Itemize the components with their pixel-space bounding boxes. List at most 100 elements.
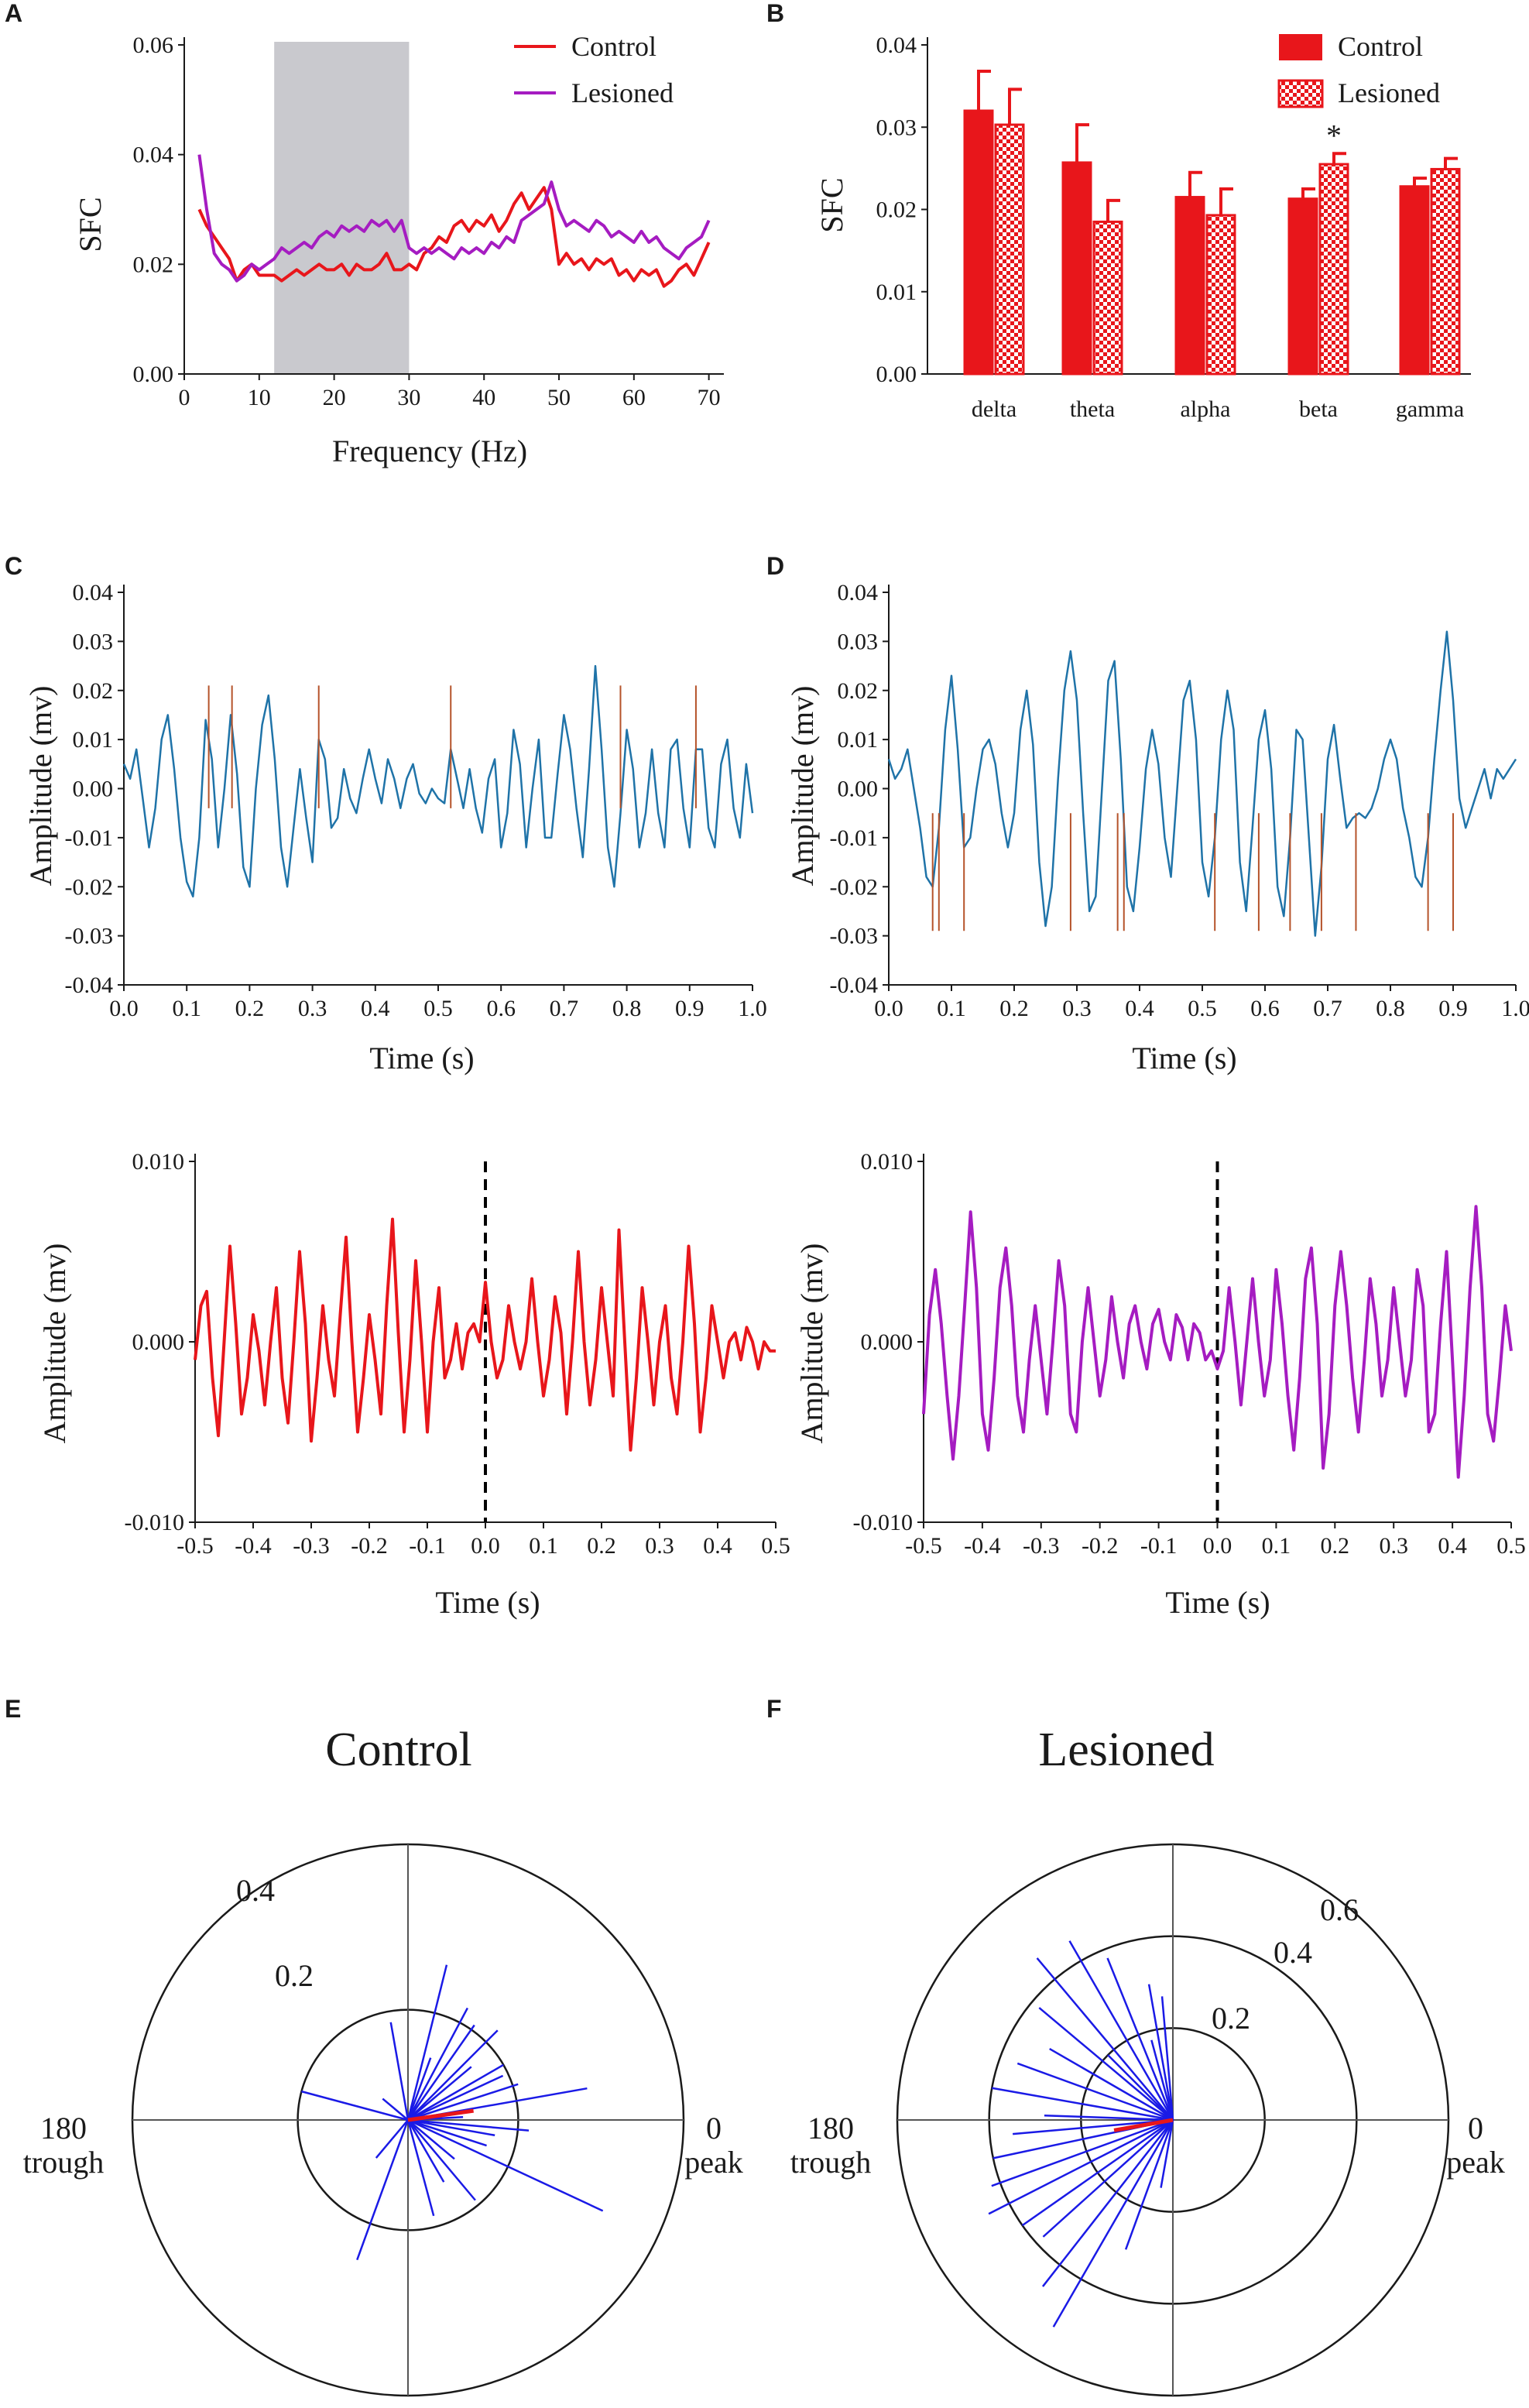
panel-label-a: A <box>5 0 22 27</box>
panel-c-sta-y-axis-label: Amplitude (mv) <box>37 1243 72 1444</box>
phase-vector <box>301 2090 409 2122</box>
y-tick-label: -0.04 <box>65 972 114 998</box>
y-tick-label: 0.010 <box>132 1149 185 1175</box>
panel-e-title: Control <box>325 1724 471 1776</box>
x-tick-label: -0.2 <box>1082 1533 1119 1559</box>
y-tick-label: 0.02 <box>838 678 879 704</box>
phase-vector <box>1049 2047 1174 2122</box>
y-tick-label: 0.000 <box>861 1329 914 1355</box>
x-tick-label: 30 <box>397 385 420 410</box>
panel-f-ring-label-04: 0.4 <box>1274 1935 1312 1970</box>
y-tick-label: 0.06 <box>133 33 174 58</box>
x-tick-label: 10 <box>248 385 271 410</box>
panel-c-x-axis-label: Time (s) <box>369 1041 474 1075</box>
phase-vector <box>407 2066 472 2121</box>
panel-f-angle-trough: trough <box>790 2145 871 2180</box>
phase-vector <box>991 2118 1174 2187</box>
y-tick-label: 0.010 <box>861 1149 914 1175</box>
phase-vector <box>1150 2039 1174 2121</box>
panel-c-plot-area: 0.04 0.03 0.02 0.01 0.00 -0.01 -0.02 -0.03 -0.04… <box>65 580 767 1021</box>
phase-vector <box>992 2087 1174 2122</box>
phase-vector <box>406 2057 432 2121</box>
panel-f-ring-label-06: 0.6 <box>1320 1892 1359 1927</box>
x-tick-label: 0.8 <box>1376 996 1405 1021</box>
panel-e-angle-0: 0 <box>706 2111 722 2146</box>
phase-vector <box>1052 2119 1174 2327</box>
bar-control-gamma <box>1399 185 1430 376</box>
x-tick-label: 0.3 <box>298 996 327 1021</box>
bar-lesioned-theta <box>1092 220 1123 376</box>
panel-b-sfc-bar-chart: 0.00 0.01 0.02 0.03 0.04 delta theta alpha beta g… <box>814 31 1471 422</box>
bar-control-delta <box>963 109 994 376</box>
y-tick-label: 0.00 <box>838 777 879 802</box>
panel-label-e: E <box>5 1695 21 1723</box>
phase-vector <box>382 2098 409 2121</box>
phase-vector <box>407 2083 519 2122</box>
bar-control-alpha <box>1174 196 1205 376</box>
y-tick-label: -0.02 <box>830 874 879 900</box>
x-tick-label: 1.0 <box>738 996 767 1021</box>
x-tick-label: 0.3 <box>1062 996 1092 1021</box>
x-tick-label: 60 <box>622 385 646 410</box>
y-tick-label: 0.04 <box>133 142 174 168</box>
x-tick-label: -0.5 <box>905 1533 942 1559</box>
panel-c-sta-x-axis-label: Time (s) <box>435 1585 540 1620</box>
x-tick-label: -0.3 <box>293 1533 330 1559</box>
x-tick-label: 0.1 <box>1262 1533 1291 1559</box>
x-tick-label: 0.0 <box>471 1533 500 1559</box>
x-tick-label: 0.7 <box>550 996 579 1021</box>
y-tick-label: 0.03 <box>838 629 879 654</box>
bar-lesioned-gamma <box>1430 167 1461 376</box>
x-tick-label: 0.0 <box>109 996 139 1021</box>
phase-vector <box>389 2022 410 2121</box>
panel-d-sta-y-axis-label: Amplitude (mv) <box>794 1243 829 1444</box>
x-category-label-beta: beta <box>1299 396 1338 422</box>
panel-a-legend: Control Lesioned <box>514 31 674 108</box>
x-tick-label: 0.7 <box>1313 996 1342 1021</box>
x-tick-label: -0.4 <box>964 1533 1001 1559</box>
x-tick-label: 40 <box>472 385 495 410</box>
x-tick-label: 70 <box>698 385 721 410</box>
x-tick-label: 0.6 <box>486 996 516 1021</box>
phase-vector <box>406 2119 435 2217</box>
y-tick-label: 0.04 <box>73 580 114 605</box>
y-tick-label: -0.010 <box>853 1510 914 1535</box>
legend-swatch-lesioned-checker <box>1277 79 1324 108</box>
x-tick-label: 0.3 <box>645 1533 674 1559</box>
panel-f-ring-label-02: 0.2 <box>1212 2001 1250 2036</box>
bar-lesioned-beta <box>1318 163 1349 376</box>
phase-vector <box>1013 2118 1174 2135</box>
x-tick-label: 0.0 <box>1203 1533 1232 1559</box>
y-tick-label: -0.03 <box>65 924 114 949</box>
phase-vector <box>1016 2062 1174 2122</box>
panel-d-spike-triggered-average: 0.010 0.000 -0.010-0.5 -0.4 -0.3 -0.2 -0.1 0.0 0… <box>794 1149 1526 1620</box>
panel-e-plot-area <box>131 1843 685 2397</box>
phase-vector <box>988 2118 1174 2215</box>
panel-label-d: D <box>766 552 784 580</box>
y-tick-label: 0.03 <box>876 115 917 140</box>
panel-label-c: C <box>5 552 22 580</box>
panel-c-spike-triggered-average: 0.010 0.000 -0.010-0.5 -0.4 -0.3 -0.2 -0.1 0.0 0… <box>37 1149 790 1620</box>
y-tick-label: 0.04 <box>838 580 879 605</box>
x-tick-label: 0.8 <box>612 996 642 1021</box>
panel-d-plot-area: 0.04 0.03 0.02 0.01 0.00 -0.01 -0.02 -0.03 -0.04… <box>830 580 1529 1021</box>
x-tick-label: 0.1 <box>937 996 966 1021</box>
phase-vector <box>1107 2054 1174 2121</box>
legend-label-lesioned: Lesioned <box>571 77 674 108</box>
phase-vector <box>407 2119 476 2201</box>
x-category-label-gamma: gamma <box>1396 396 1464 422</box>
phase-vector <box>407 2118 495 2137</box>
phase-vector <box>356 2119 410 2261</box>
phase-vector <box>1042 2119 1174 2238</box>
legend-label-control-b: Control <box>1338 31 1423 62</box>
series-lesioned-line <box>197 154 711 283</box>
x-tick-label: 0.4 <box>703 1533 732 1559</box>
phase-vector <box>406 2119 445 2183</box>
phase-vector <box>407 2029 499 2121</box>
y-tick-label: 0.01 <box>838 727 879 753</box>
x-tick-label: 50 <box>547 385 571 410</box>
x-tick-label: 0.4 <box>1125 996 1154 1021</box>
panel-e-angle-180: 180 <box>40 2111 87 2146</box>
panel-label-f: F <box>766 1695 782 1723</box>
panel-d-sta-x-axis-label: Time (s) <box>1165 1585 1270 1620</box>
